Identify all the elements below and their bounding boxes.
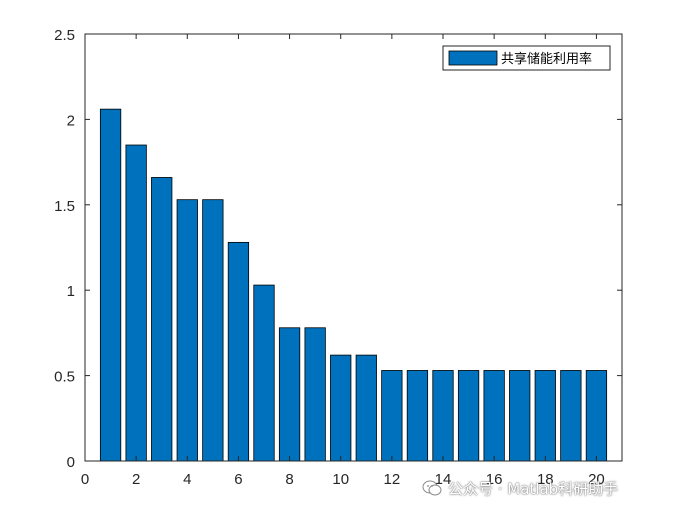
bar [278,327,301,462]
x-tick-label: 4 [183,471,191,488]
bar [99,108,122,462]
y-tick-label: 0 [67,454,75,471]
y-tick-label: 1.5 [54,198,75,215]
bar [381,370,403,462]
bar [227,241,250,462]
y-tick-label: 2 [67,112,75,129]
bar [457,370,480,462]
bar [432,370,454,462]
x-tick-label: 12 [384,471,401,488]
bar [406,370,429,462]
x-tick-label: 14 [435,471,452,488]
y-tick-label: 1 [67,283,75,300]
wechat-icon [422,480,442,496]
legend: 共享储能利用率 [442,45,611,71]
x-axis-ticks: 0 2 4 6 8 10 12 14 16 18 20 [81,34,605,488]
x-tick-label: 10 [332,471,349,488]
bar [151,177,173,462]
x-tick-label: 0 [81,471,89,488]
axes-frame [84,33,623,462]
x-tick-label: 6 [234,471,242,488]
watermark-text: 公众号 · Matlab科研助手 [448,479,619,498]
x-tick-label: 18 [537,471,554,488]
bar [176,199,198,462]
bar [253,284,275,462]
y-tick-label: 2.5 [54,27,75,44]
x-tick-label: 8 [285,471,293,488]
bar [330,354,352,462]
bar [560,370,582,462]
watermark: 公众号 · Matlab科研助手 [422,477,618,499]
x-tick-label: 2 [132,471,140,488]
bar [304,327,326,462]
bar [534,370,556,462]
legend-swatch [448,50,498,66]
x-tick-label: 20 [588,471,605,488]
bar-group [99,108,608,462]
legend-label: 共享储能利用率 [501,51,592,67]
bar [125,144,147,462]
bar [202,199,224,462]
y-tick-label: 0.5 [54,369,75,386]
y-axis-ticks: 0 0.5 1 1.5 2 2.5 [54,27,622,471]
bar [585,370,608,462]
bar [483,370,505,462]
bar [355,354,377,462]
x-tick-label: 16 [486,471,503,488]
bar [509,370,531,462]
